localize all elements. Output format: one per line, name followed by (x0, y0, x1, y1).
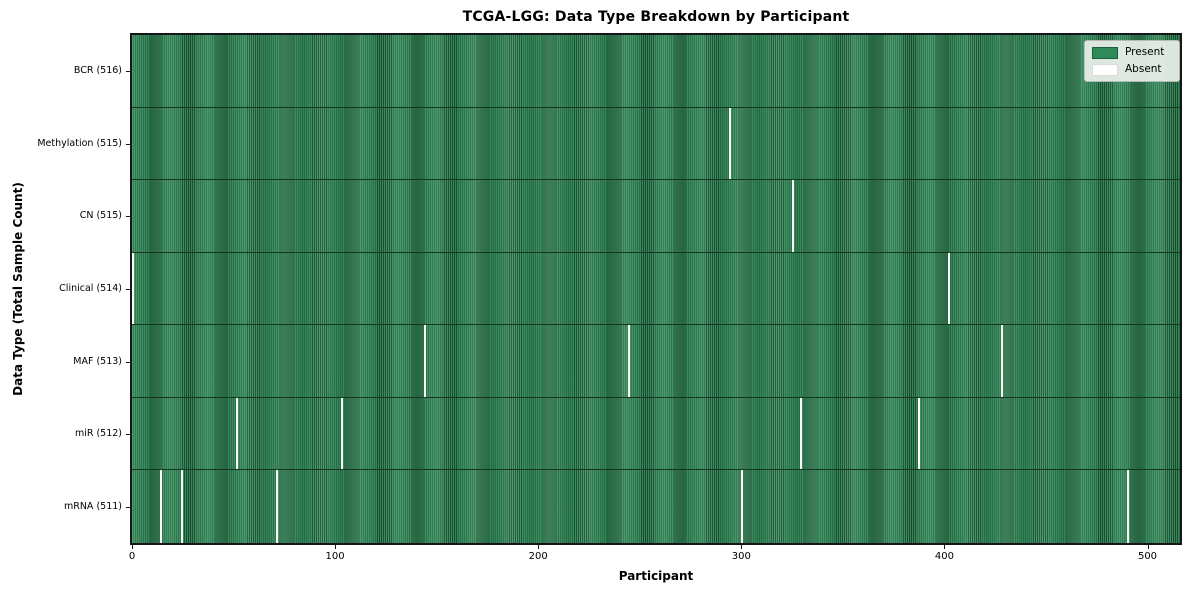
y-tick-label: CN (515) (79, 210, 122, 222)
datatype-row-Methylation (132, 107, 1180, 181)
absent-gap (235, 397, 238, 470)
datatype-row-MAF (132, 325, 1180, 398)
plot-area: Present Absent (130, 33, 1182, 545)
absent-gap (1001, 325, 1004, 397)
x-tick-label: 100 (325, 551, 345, 562)
datatype-row-CN (132, 180, 1180, 253)
y-tick-mark (126, 289, 130, 290)
absent-gap (341, 397, 344, 470)
legend-entry-absent: Absent (1092, 63, 1172, 76)
absent-gap (424, 325, 427, 397)
absent-gap (792, 180, 795, 252)
y-tick-mark (126, 506, 130, 508)
x-tick-label: 500 (1137, 551, 1158, 562)
x-tick-mark (944, 545, 946, 549)
y-tick-mark (126, 361, 130, 363)
absent-gap (1127, 470, 1130, 543)
x-tick-label: 200 (528, 551, 548, 562)
absent-gap (276, 470, 279, 543)
legend-label: Present (1125, 46, 1165, 58)
y-tick-label: Methylation (515) (37, 137, 122, 149)
y-axis-label: Data Type (Total Sample Count) (11, 182, 25, 396)
datatype-row-miR (132, 397, 1180, 471)
y-tick-mark (126, 434, 130, 436)
legend-label: Absent (1125, 63, 1162, 75)
x-tick-mark (335, 545, 337, 549)
y-tick-mark (126, 216, 130, 218)
x-tick-label: 300 (731, 551, 751, 562)
x-tick-mark (1147, 545, 1149, 549)
y-tick-label: BCR (516) (73, 65, 122, 77)
x-tick-label: 0 (128, 551, 136, 562)
datatype-row-BCR (132, 35, 1180, 108)
x-tick-label: 400 (934, 551, 954, 562)
legend: Present Absent (1084, 40, 1180, 82)
y-tick-label: Clinical (514) (59, 283, 122, 294)
y-tick-mark (126, 143, 130, 145)
absent-gap (729, 107, 732, 180)
x-tick-mark (741, 545, 743, 549)
legend-entry-present: Present (1092, 46, 1172, 59)
x-axis-label: Participant (618, 569, 694, 583)
y-tick-label: mRNA (511) (63, 500, 122, 512)
x-tick-mark (538, 545, 540, 549)
absent-swatch (1092, 63, 1118, 76)
datatype-row-mRNA (132, 470, 1180, 543)
chart-title: TCGA-LGG: Data Type Breakdown by Partici… (462, 9, 850, 25)
present-swatch (1092, 46, 1118, 59)
y-tick-label: MAF (513) (73, 355, 122, 367)
absent-gap (741, 470, 744, 543)
absent-gap (800, 397, 803, 470)
absent-gap (627, 325, 630, 397)
absent-gap (948, 252, 951, 325)
absent-gap (132, 252, 134, 325)
absent-gap (160, 470, 163, 543)
x-tick-mark (132, 545, 133, 549)
y-tick-label: miR (512) (74, 428, 122, 440)
absent-gap (180, 470, 183, 543)
absent-gap (918, 397, 920, 470)
y-tick-mark (126, 71, 130, 73)
datatype-row-Clinical (132, 252, 1180, 326)
